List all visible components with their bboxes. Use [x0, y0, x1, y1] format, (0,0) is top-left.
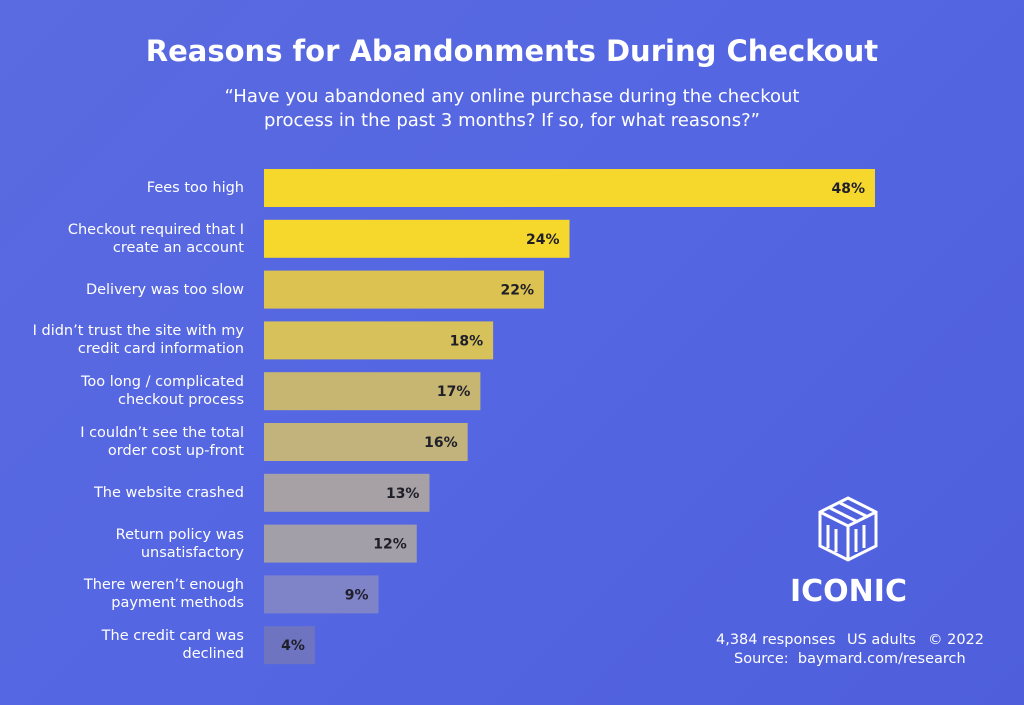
chart-title: Reasons for Abandonments During Checkout	[145, 34, 879, 68]
population: US adults	[847, 632, 916, 648]
category-label: Fees too high	[146, 180, 244, 196]
bar	[264, 626, 315, 665]
subtitle: process in the past 3 months? If so, for…	[264, 110, 760, 131]
category-label: Checkout required that I create an accou…	[67, 221, 244, 256]
category-label: The credit card was declined	[101, 628, 244, 663]
brand: ICONIC	[790, 574, 907, 609]
value-label: 4%	[281, 638, 305, 654]
category-label: I didn’t trust the site with my credit c…	[32, 323, 244, 358]
value-label: 48%	[831, 181, 865, 197]
bar	[264, 524, 417, 563]
value-label: 13%	[386, 486, 420, 502]
bar	[264, 219, 570, 258]
year: © 2022	[928, 632, 985, 648]
source: Source: baymard.com/research	[734, 651, 966, 667]
bar	[264, 169, 875, 207]
category-label: There weren’t enough payment methods	[83, 577, 244, 612]
category-label: Too long / complicated checkout process	[80, 374, 244, 409]
value-label: 18%	[450, 333, 484, 349]
value-label: 12%	[373, 537, 407, 553]
bar	[264, 372, 481, 411]
responses: 4,384 responses	[716, 632, 836, 648]
value-label: 9%	[345, 587, 369, 603]
category-label: The website crashed	[93, 484, 244, 501]
value-label: 17%	[437, 384, 471, 400]
value-label: 22%	[501, 283, 535, 299]
bar	[264, 473, 430, 512]
logo-icon	[818, 496, 878, 562]
value-label: 16%	[424, 435, 458, 451]
subtitle: “Have you abandoned any online purchase …	[224, 86, 800, 107]
value-label: 24%	[526, 232, 560, 248]
category-label: I couldn’t see the total order cost up-f…	[80, 425, 244, 459]
category-label: Delivery was too slow	[85, 281, 244, 298]
bar	[264, 321, 494, 360]
bar	[264, 270, 545, 309]
bar	[264, 575, 379, 614]
category-label: Return policy was unsatisfactory	[115, 526, 244, 561]
bar	[264, 423, 468, 461]
